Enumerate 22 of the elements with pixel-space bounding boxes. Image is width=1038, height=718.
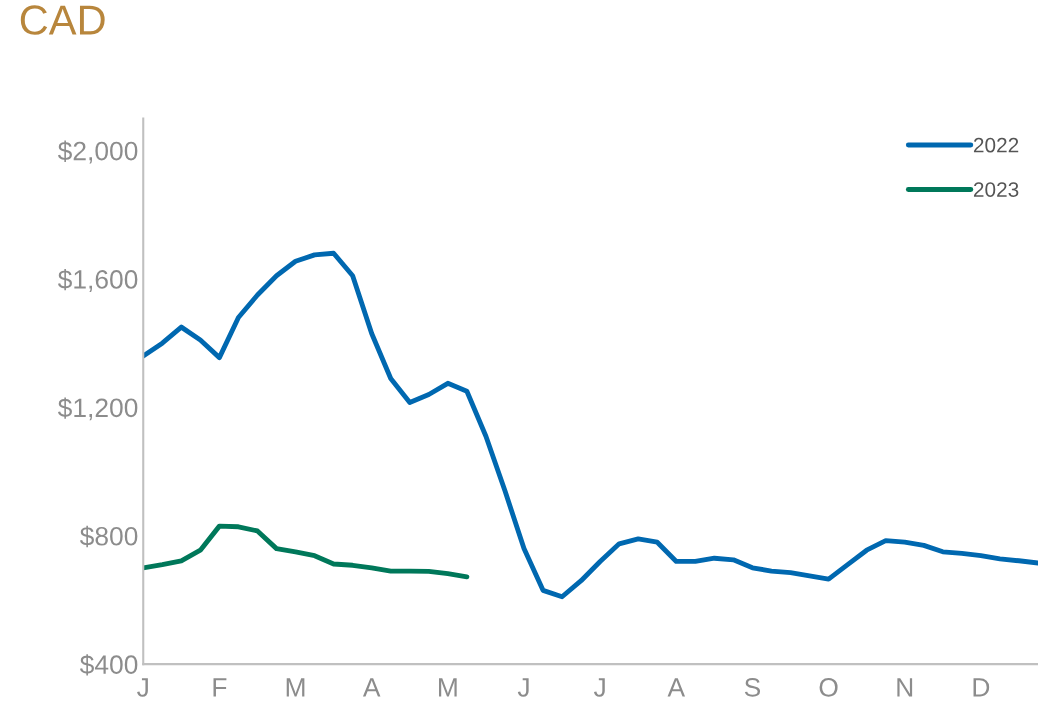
x-tick-label: A [667, 678, 686, 697]
legend-label: 2023 [973, 182, 1019, 197]
chart-title: CAD [20, 5, 105, 35]
x-tick-label: N [897, 678, 913, 697]
y-tick-label: $800 [79, 525, 138, 548]
legend-label: 2022 [973, 137, 1019, 153]
x-tick-label: M [439, 678, 457, 697]
x-tick-label: A [362, 678, 381, 697]
y-tick-label: $1,600 [57, 268, 138, 292]
line-series [143, 250, 1038, 600]
x-tick-label: F [213, 678, 227, 697]
y-tick-label: $2,000 [57, 140, 138, 164]
x-tick-label: J [517, 678, 529, 697]
x-tick-label: S [744, 678, 761, 697]
x-tick-label: D [973, 678, 990, 697]
x-tick-label: M [286, 678, 305, 697]
line-series [143, 523, 470, 580]
x-tick-label: J [593, 678, 605, 697]
x-tick-label: J [137, 678, 148, 697]
y-tick-label: $1,200 [57, 397, 138, 421]
x-tick-label: O [819, 678, 838, 697]
y-tick-label: $400 [79, 654, 138, 676]
